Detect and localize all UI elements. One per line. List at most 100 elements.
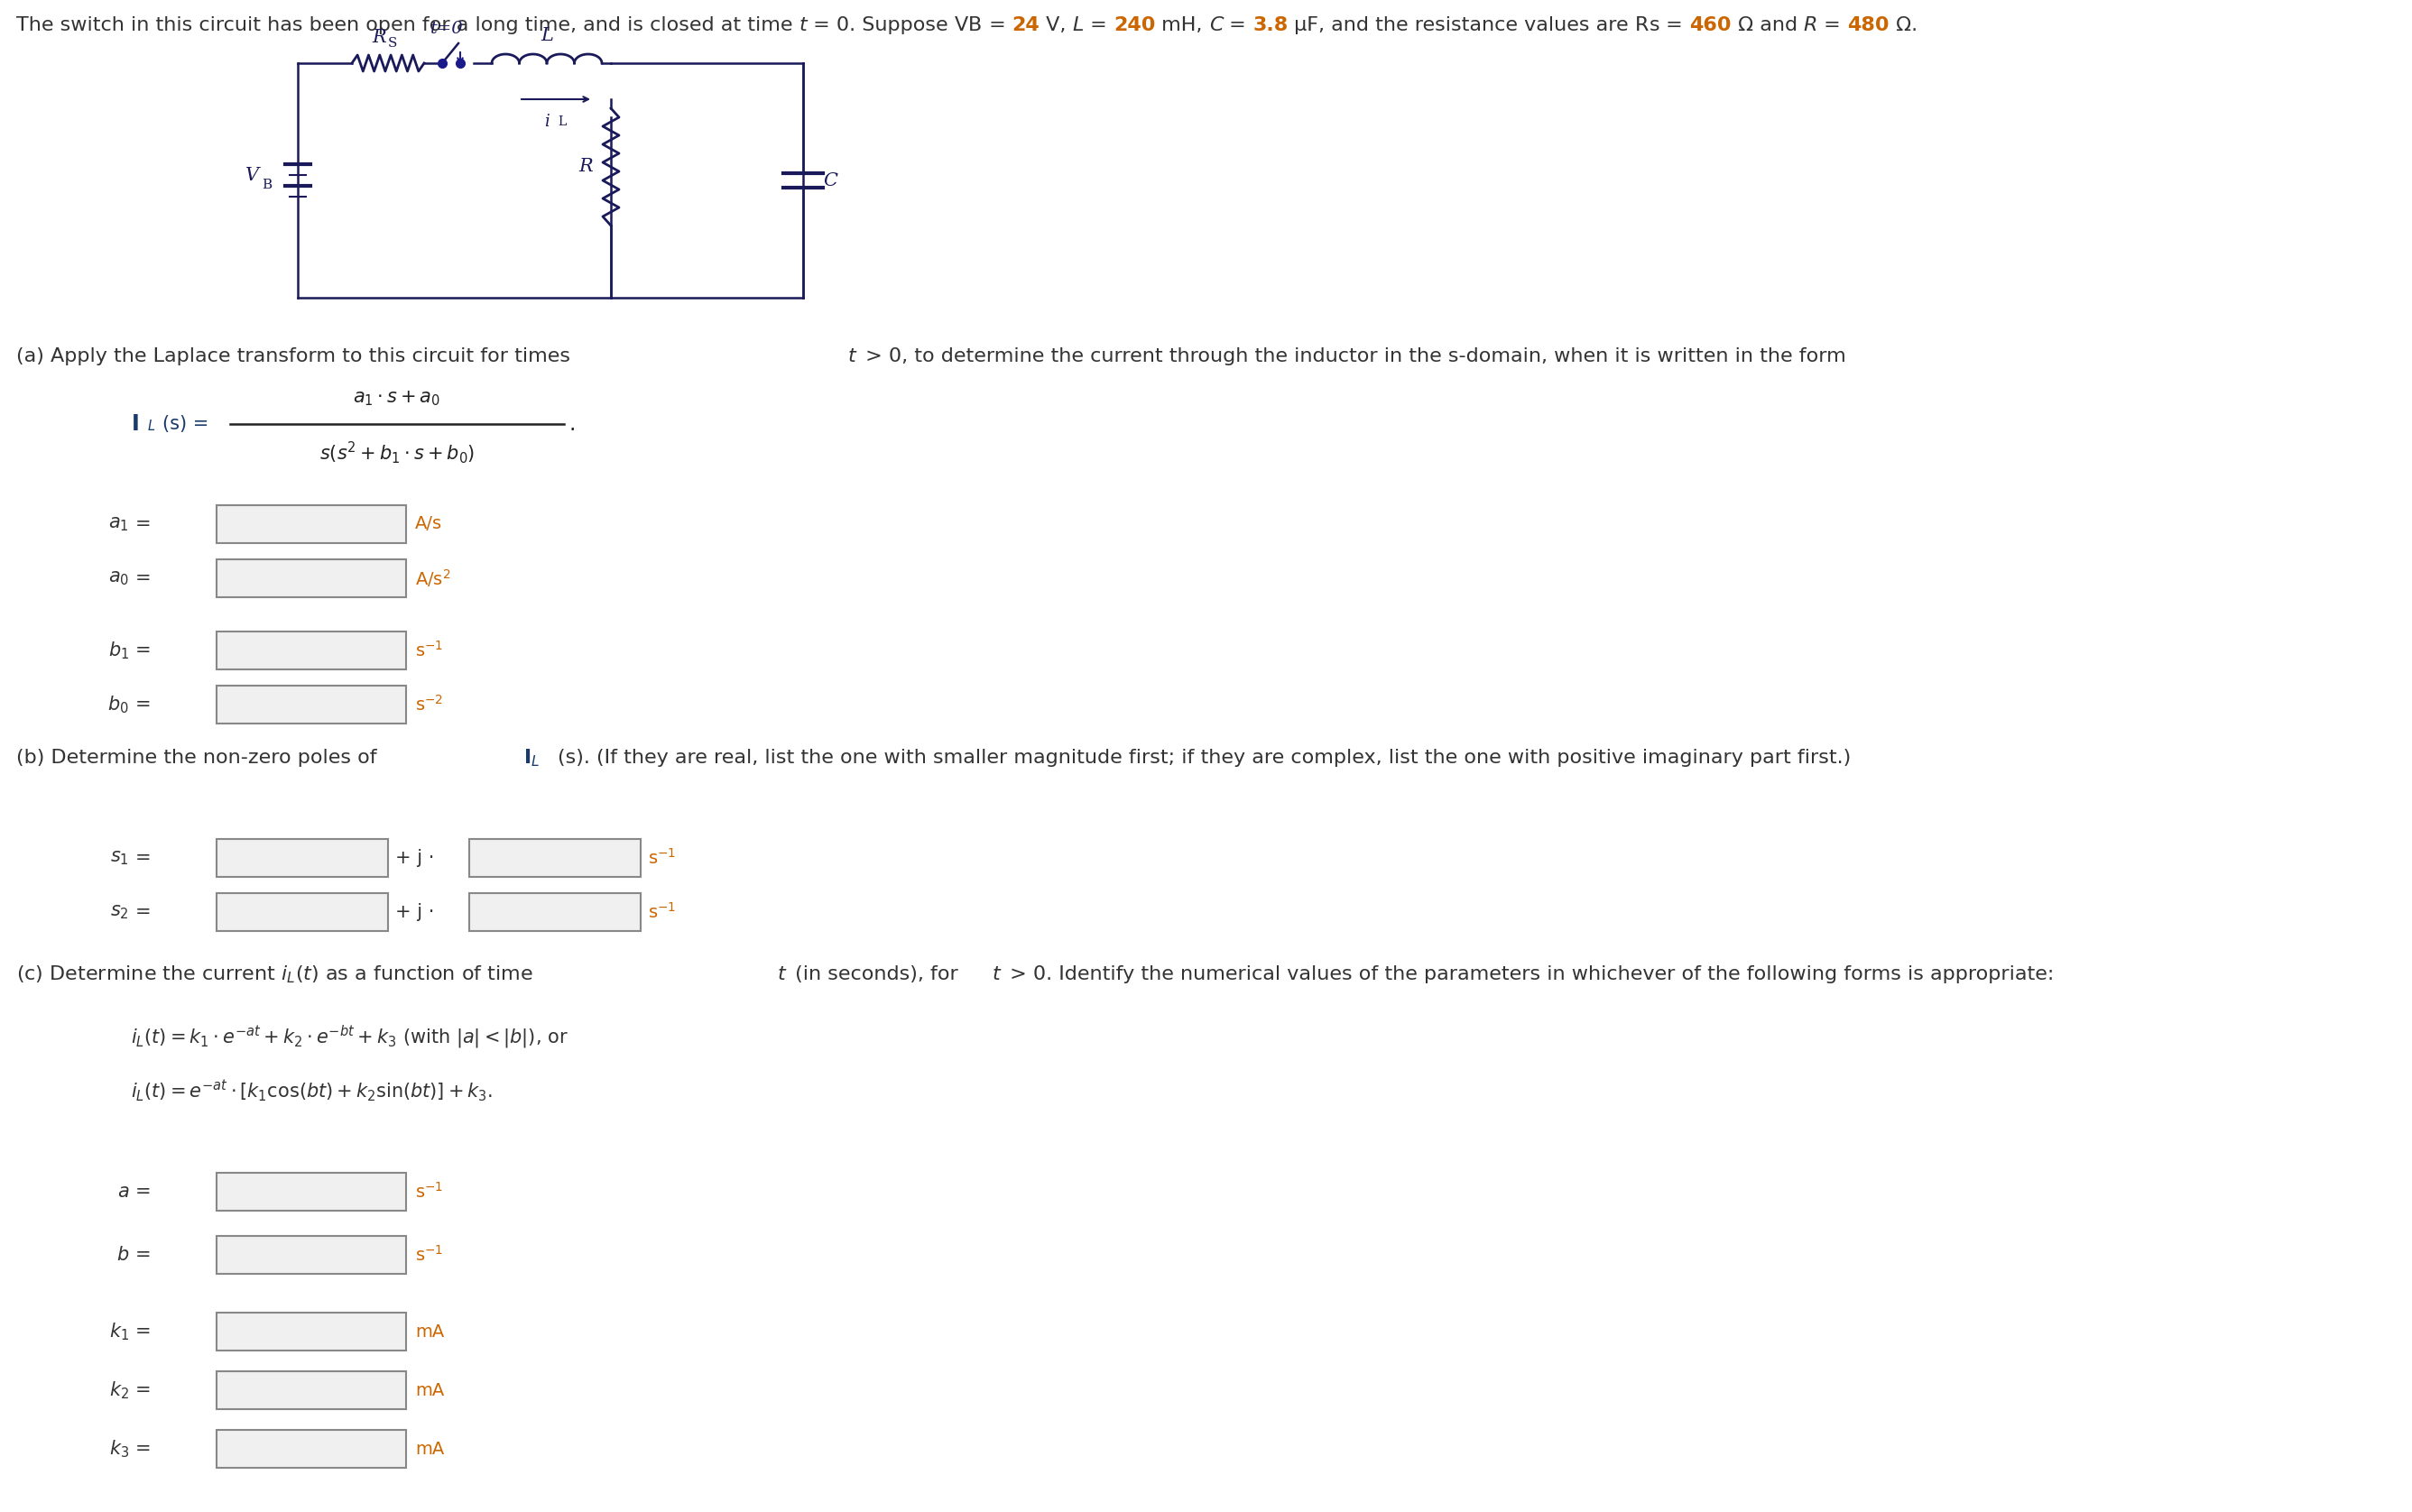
Text: mA: mA <box>415 1382 444 1399</box>
Text: C: C <box>1208 17 1223 35</box>
Text: =: = <box>1223 17 1252 35</box>
Text: (in seconds), for: (in seconds), for <box>789 965 965 983</box>
Text: L: L <box>1073 17 1083 35</box>
Text: > 0. Identify the numerical values of the parameters in whichever of the followi: > 0. Identify the numerical values of th… <box>1003 965 2055 983</box>
Text: $i_L(t) = k_1 \cdot e^{-at} + k_2 \cdot e^{-bt} + k_3$ (with $|a| < |b|$), or: $i_L(t) = k_1 \cdot e^{-at} + k_2 \cdot … <box>130 1024 569 1051</box>
Text: =: = <box>135 1380 152 1399</box>
Text: =: = <box>1659 17 1688 35</box>
Text: V: V <box>246 168 260 184</box>
Text: =: = <box>1083 17 1114 35</box>
Bar <box>217 1235 405 1273</box>
Text: > 0, to determine the current through the inductor in the s-domain, when it is w: > 0, to determine the current through th… <box>859 348 1845 366</box>
Text: = 0. Suppose: = 0. Suppose <box>808 17 955 35</box>
Text: L: L <box>557 115 567 129</box>
Text: Ω and: Ω and <box>1732 17 1804 35</box>
Text: (s) =: (s) = <box>162 414 210 432</box>
Text: (c) Determine the current $i_L(t)$ as a function of time: (c) Determine the current $i_L(t)$ as a … <box>17 963 533 984</box>
Text: + j ·: + j · <box>396 848 434 866</box>
Text: =: = <box>135 1182 152 1201</box>
Text: =: = <box>135 641 152 659</box>
Text: =: = <box>982 17 1013 35</box>
Text: μF, and the resistance values are: μF, and the resistance values are <box>1288 17 1635 35</box>
Text: B: B <box>260 178 273 191</box>
Text: s$^{-1}$: s$^{-1}$ <box>649 903 675 922</box>
Text: =: = <box>135 696 152 714</box>
Text: .: . <box>569 413 576 435</box>
Bar <box>217 559 405 597</box>
Text: t=0: t=0 <box>429 21 463 36</box>
Text: $b_1$: $b_1$ <box>109 640 128 661</box>
Text: A/s$^2$: A/s$^2$ <box>415 567 451 590</box>
Text: 460: 460 <box>1688 17 1732 35</box>
Text: t: t <box>849 348 856 366</box>
Text: =: = <box>135 848 152 866</box>
Text: =: = <box>135 1246 152 1264</box>
Text: R: R <box>1804 17 1819 35</box>
Text: 3.8: 3.8 <box>1252 17 1288 35</box>
Text: s: s <box>1650 17 1659 35</box>
Text: The switch in this circuit has been open for a long time, and is closed at time: The switch in this circuit has been open… <box>17 17 798 35</box>
Text: $a_1 \cdot s + a_0$: $a_1 \cdot s + a_0$ <box>352 390 441 408</box>
Text: t: t <box>777 965 786 983</box>
Text: $s_1$: $s_1$ <box>111 848 128 866</box>
Bar <box>217 1371 405 1409</box>
Text: mA: mA <box>415 1441 444 1458</box>
Text: R: R <box>579 159 593 175</box>
Text: =: = <box>135 903 152 921</box>
Text: $\mathbf{I}_L$: $\mathbf{I}_L$ <box>523 747 540 768</box>
Text: R: R <box>371 29 386 47</box>
Text: A/s: A/s <box>415 516 441 532</box>
Text: =: = <box>135 1439 152 1458</box>
Bar <box>217 839 388 877</box>
Text: $k_3$: $k_3$ <box>109 1438 128 1459</box>
Text: s$^{-1}$: s$^{-1}$ <box>649 848 675 868</box>
Text: $\mathbf{I}$: $\mathbf{I}$ <box>130 413 137 435</box>
Text: s$^{-1}$: s$^{-1}$ <box>415 1244 444 1264</box>
Text: R: R <box>1635 17 1650 35</box>
Text: 240: 240 <box>1114 17 1155 35</box>
Text: $a_0$: $a_0$ <box>109 569 128 587</box>
Text: + j ·: + j · <box>396 903 434 921</box>
Text: $s(s^2 + b_1 \cdot s + b_0)$: $s(s^2 + b_1 \cdot s + b_0)$ <box>318 440 475 466</box>
Text: =: = <box>1819 17 1848 35</box>
Text: B: B <box>970 17 982 35</box>
Text: $b_0$: $b_0$ <box>109 694 128 715</box>
Text: $a$: $a$ <box>116 1182 128 1201</box>
Text: Ω.: Ω. <box>1889 17 1918 35</box>
Text: s$^{-1}$: s$^{-1}$ <box>415 641 444 661</box>
Bar <box>217 1173 405 1211</box>
Text: mA: mA <box>415 1323 444 1340</box>
Text: mH,: mH, <box>1155 17 1208 35</box>
Bar <box>217 505 405 543</box>
Text: S: S <box>388 36 398 50</box>
Bar <box>217 1312 405 1350</box>
Text: $i_L(t) = e^{-at} \cdot [k_1\cos(bt) + k_2\sin(bt)] + k_3.$: $i_L(t) = e^{-at} \cdot [k_1\cos(bt) + k… <box>130 1078 492 1104</box>
Text: (s). (If they are real, list the one with smaller magnitude first; if they are c: (s). (If they are real, list the one wit… <box>557 748 1850 767</box>
Text: 480: 480 <box>1848 17 1889 35</box>
Bar <box>217 632 405 670</box>
Text: i: i <box>545 113 550 130</box>
Text: $k_2$: $k_2$ <box>109 1379 128 1400</box>
Bar <box>470 839 642 877</box>
Text: V: V <box>955 17 970 35</box>
Text: t: t <box>798 17 808 35</box>
Text: C: C <box>822 172 837 189</box>
Bar <box>470 894 642 931</box>
Bar <box>217 685 405 724</box>
Text: $k_1$: $k_1$ <box>109 1321 128 1343</box>
Text: $a_1$: $a_1$ <box>109 516 128 534</box>
Text: s$^{-2}$: s$^{-2}$ <box>415 694 444 715</box>
Text: t: t <box>994 965 1001 983</box>
Text: 24: 24 <box>1013 17 1040 35</box>
Text: $s_2$: $s_2$ <box>111 903 128 921</box>
Text: =: = <box>135 569 152 587</box>
Text: V,: V, <box>1040 17 1073 35</box>
Bar <box>217 1430 405 1468</box>
Text: L: L <box>540 27 552 45</box>
Text: s$^{-1}$: s$^{-1}$ <box>415 1182 444 1202</box>
Text: =: = <box>135 1323 152 1341</box>
Text: =: = <box>135 516 152 534</box>
Text: (a) Apply the Laplace transform to this circuit for times: (a) Apply the Laplace transform to this … <box>17 348 576 366</box>
Text: (b) Determine the non-zero poles of: (b) Determine the non-zero poles of <box>17 748 384 767</box>
Text: $b$: $b$ <box>116 1246 128 1264</box>
